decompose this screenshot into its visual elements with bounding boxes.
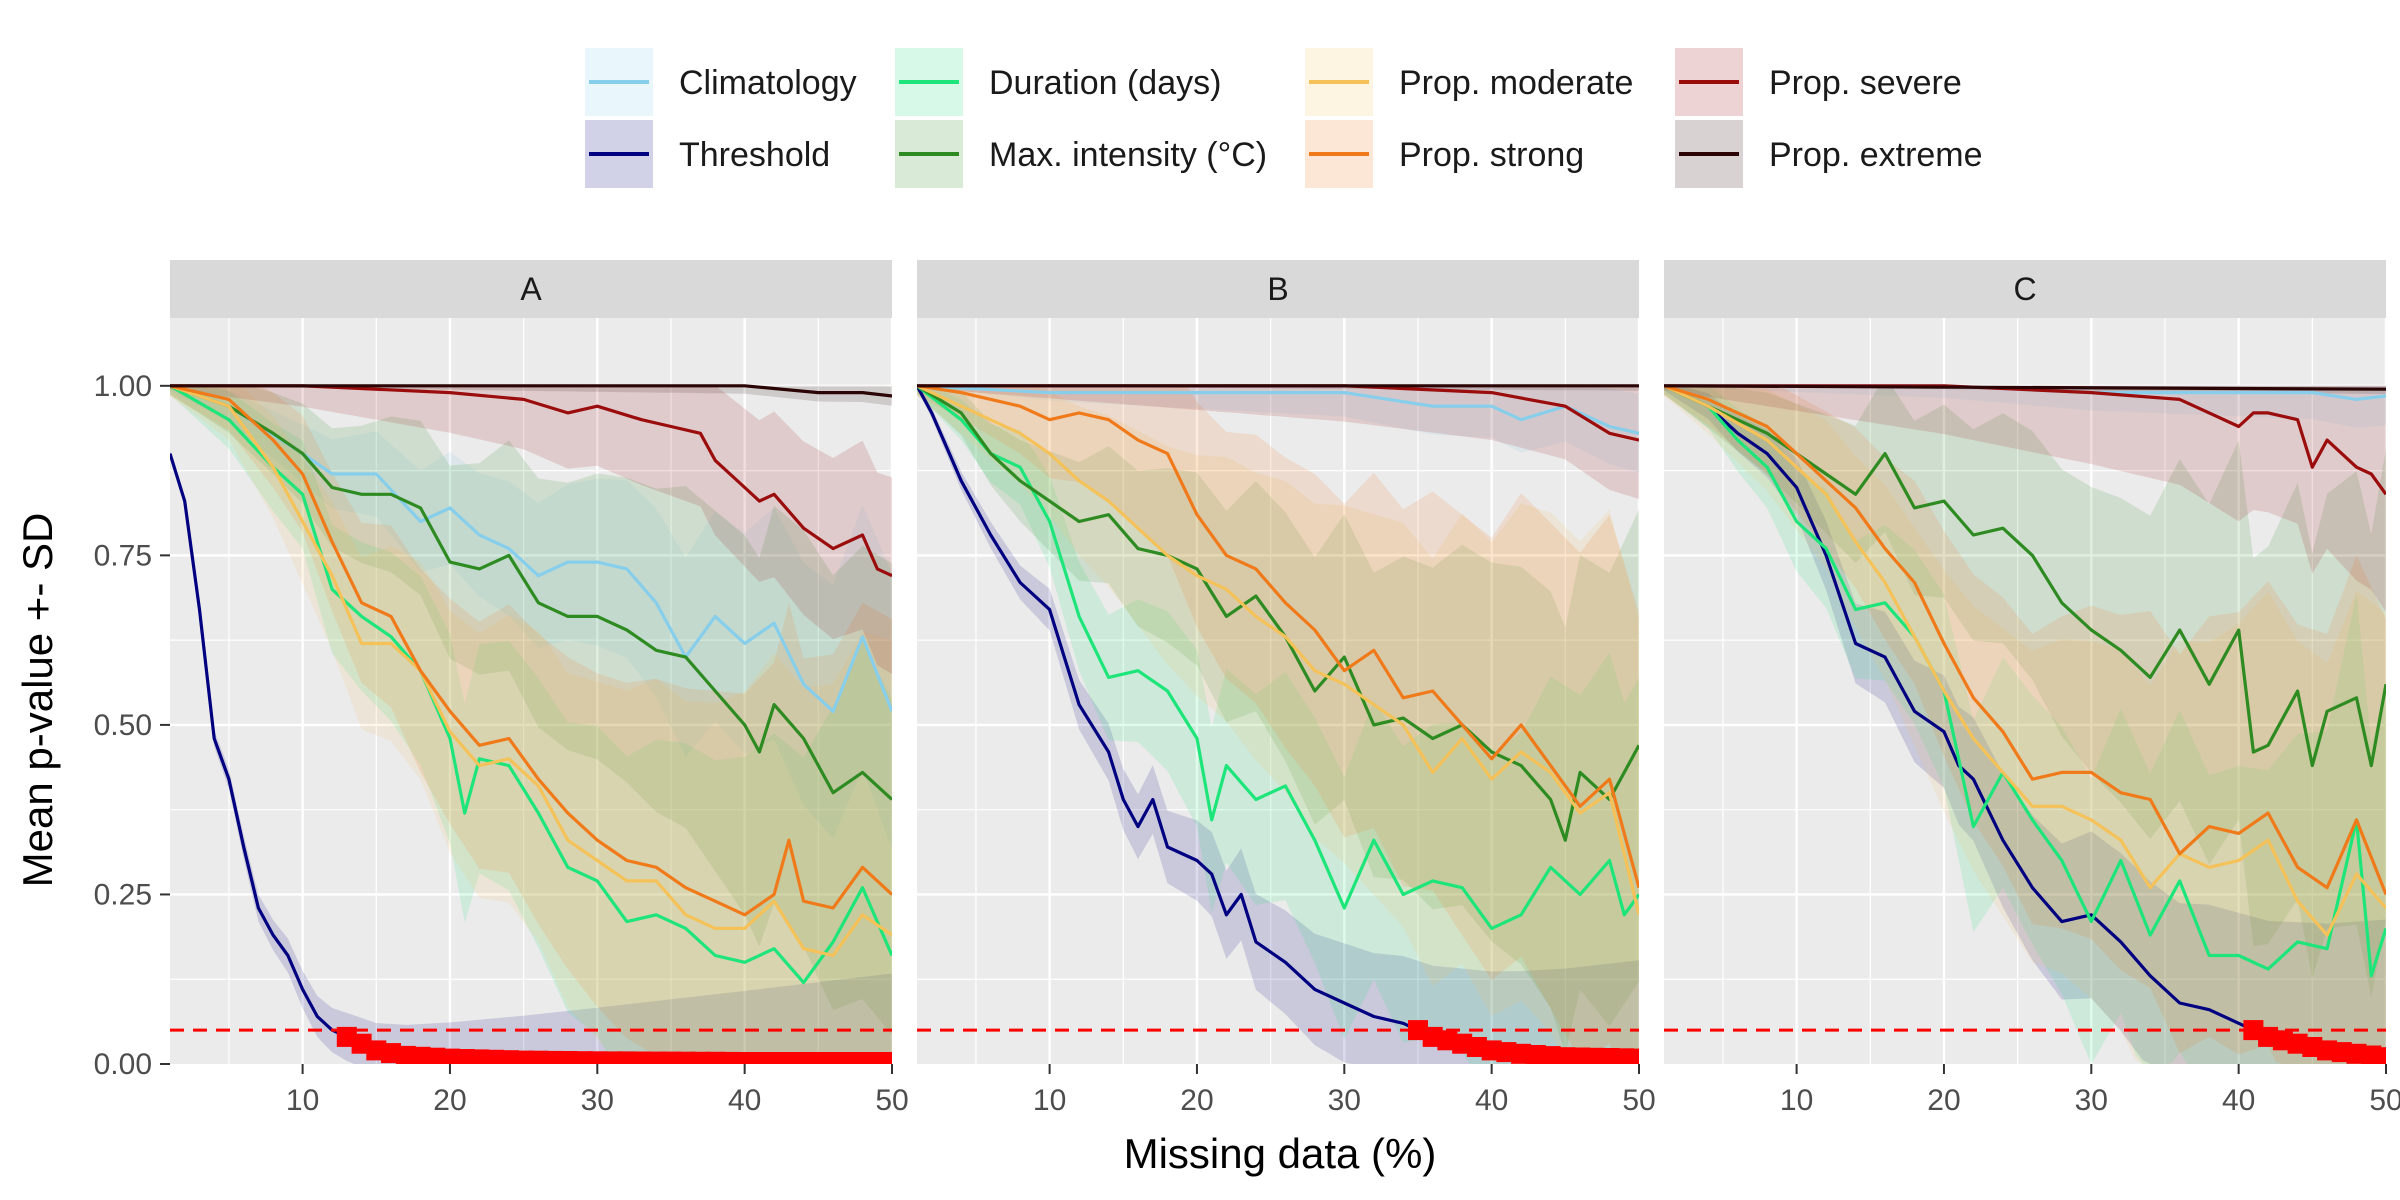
- sd-ribbon: [1664, 385, 2386, 1064]
- series-line: [170, 384, 892, 958]
- sd-ribbon: [1664, 385, 2386, 1064]
- sd-ribbon: [917, 385, 1639, 1064]
- series-line: [1664, 384, 2386, 391]
- series-line: [917, 384, 1639, 916]
- x-axis-title: Missing data (%): [1124, 1130, 1437, 1177]
- legend-label: Prop. moderate: [1399, 64, 1633, 102]
- significant-marker: [1629, 1048, 1639, 1064]
- series-line: [917, 384, 1639, 930]
- x-tick-label: 50: [875, 1084, 908, 1117]
- series-line: [170, 384, 892, 917]
- sd-ribbon: [170, 385, 892, 674]
- series-line: [1664, 384, 2386, 896]
- x-tick-label: 10: [1780, 1084, 1813, 1117]
- plot-area: [917, 384, 1639, 1064]
- sd-ribbon: [917, 385, 1639, 1064]
- legend-item-prop-severe: Prop. severe: [1675, 48, 1962, 116]
- legend-label: Prop. extreme: [1769, 136, 1983, 174]
- sd-ribbon: [917, 385, 1639, 1064]
- legend-item-prop-moderate: Prop. moderate: [1305, 48, 1633, 116]
- significant-marker: [882, 1052, 892, 1064]
- panel-background: [917, 318, 1639, 1064]
- sd-ribbon: [170, 450, 892, 1064]
- legend-label: Threshold: [679, 136, 830, 174]
- sd-ribbon: [170, 385, 892, 849]
- x-tick-label: 10: [286, 1084, 319, 1117]
- grid: [1664, 318, 2388, 1064]
- series-line: [1664, 384, 2386, 937]
- x-tick-label: 10: [1033, 1084, 1066, 1117]
- sd-ribbon: [1664, 385, 2386, 428]
- x-tick-label: 50: [2369, 1084, 2400, 1117]
- panel-strip-label: B: [1267, 271, 1288, 307]
- y-tick-label: 1.00: [94, 370, 152, 403]
- panel-strip: [917, 260, 1639, 318]
- series-line: [170, 384, 892, 398]
- sd-ribbon: [917, 385, 1639, 500]
- facet-panels: 0.00 0.25 0.50 0.75 1.00 A 10 20 30 40 50 B 10 20 30 40…: [94, 260, 2400, 1117]
- plot-area: [1664, 384, 2386, 1064]
- sd-ribbon: [170, 385, 892, 1064]
- x-tick-label: 40: [728, 1084, 761, 1117]
- panel-c: C 10 20 30 40 50: [1664, 260, 2400, 1117]
- legend-item-prop-strong: Prop. strong: [1305, 120, 1584, 188]
- series-line: [917, 384, 1639, 889]
- x-tick-label: 50: [1622, 1084, 1655, 1117]
- series-line: [1664, 384, 2386, 768]
- series-line: [170, 384, 892, 713]
- sd-ribbon: [1664, 385, 2386, 997]
- panel-strip: [1664, 260, 2386, 318]
- series-line: [170, 384, 892, 801]
- sd-ribbon: [170, 385, 892, 1064]
- sd-ribbon: [170, 385, 892, 406]
- x-tick-label: 40: [1475, 1084, 1508, 1117]
- y-tick-label: 0.50: [94, 709, 152, 742]
- panel-strip-label: A: [520, 271, 542, 307]
- legend-label: Prop. severe: [1769, 64, 1962, 102]
- legend: Climatology Threshold Duration (days) Max. …: [585, 48, 1983, 188]
- legend-item-max-intensity-c: Max. intensity (°C): [895, 120, 1267, 188]
- x-tick-label: 30: [1328, 1084, 1361, 1117]
- x-tick-label: 30: [581, 1084, 614, 1117]
- x-tick-label: 40: [2222, 1084, 2255, 1117]
- legend-item-threshold: Threshold: [585, 120, 830, 188]
- panel-strip: [170, 260, 892, 318]
- plot-area: [170, 384, 892, 1064]
- series-line: [1664, 384, 2386, 978]
- series-line: [917, 384, 1639, 435]
- sd-ribbon: [170, 385, 892, 1036]
- panel-a: A 10 20 30 40 50: [170, 260, 909, 1117]
- legend-item-climatology: Climatology: [585, 48, 857, 116]
- panel-background: [170, 318, 892, 1064]
- y-tick-label: 0.00: [94, 1048, 152, 1081]
- series-line: [170, 384, 892, 578]
- x-tick-label: 20: [433, 1084, 466, 1117]
- legend-label: Max. intensity (°C): [989, 136, 1267, 174]
- x-tick-label: 20: [1180, 1084, 1213, 1117]
- significant-marker: [2376, 1047, 2386, 1064]
- legend-label: Climatology: [679, 64, 857, 102]
- sd-ribbon: [170, 385, 892, 1064]
- series-line: [917, 384, 1639, 842]
- x-tick-label: 20: [1927, 1084, 1960, 1117]
- sd-ribbon: [917, 385, 1639, 1064]
- y-axis-title: Mean p-value +- SD: [14, 513, 61, 888]
- legend-label: Duration (days): [989, 64, 1221, 102]
- y-tick-label: 0.25: [94, 878, 152, 911]
- legend-label: Prop. strong: [1399, 136, 1584, 174]
- sd-ribbon: [1664, 385, 2386, 1064]
- x-tick-label: 30: [2075, 1084, 2108, 1117]
- legend-item-duration-days: Duration (days): [895, 48, 1221, 116]
- panel-strip-label: C: [2013, 271, 2036, 307]
- legend-item-prop-extreme: Prop. extreme: [1675, 120, 1983, 188]
- sd-ribbon: [1664, 385, 2386, 613]
- sd-ribbon: [1664, 385, 2386, 1064]
- panel-b: B 10 20 30 40 50: [917, 260, 1656, 1117]
- series-line: [1664, 384, 2386, 496]
- y-tick-label: 0.75: [94, 539, 152, 572]
